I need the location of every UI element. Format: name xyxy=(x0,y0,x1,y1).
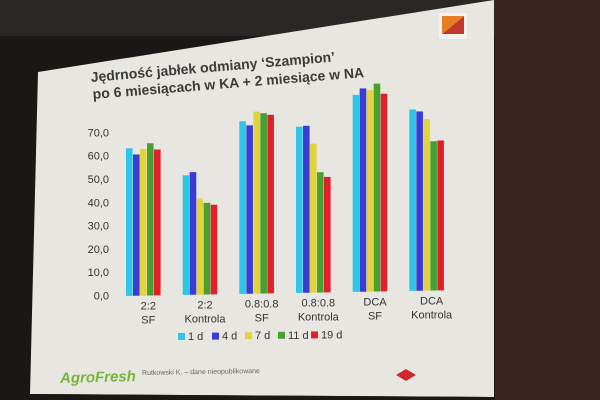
legend: 1 d 4 d 7 d 11 d 19 d xyxy=(178,329,342,343)
bar xyxy=(246,125,253,294)
x-tick-label: 0.8:0.8 xyxy=(245,299,279,311)
bar xyxy=(303,125,310,293)
bar xyxy=(196,198,204,295)
bar xyxy=(126,148,133,296)
y-axis: 0,0 10,0 20,0 30,0 40,0 50,0 60,0 70,0 xyxy=(88,127,109,302)
legend-label: 19 d xyxy=(321,329,342,341)
bar xyxy=(366,90,374,292)
y-tick-label: 30,0 xyxy=(88,221,109,233)
slide-shadow-edge xyxy=(30,394,494,400)
bar xyxy=(154,149,161,296)
legend-swatch xyxy=(245,332,252,340)
bar xyxy=(423,119,430,291)
bar xyxy=(140,148,147,296)
x-tick-label: SF xyxy=(141,315,155,327)
legend-label: 4 d xyxy=(222,331,237,343)
bar xyxy=(430,141,437,291)
bar xyxy=(380,93,388,292)
bar xyxy=(409,109,416,291)
bar xyxy=(310,143,317,293)
bar xyxy=(253,111,260,294)
bar xyxy=(373,83,381,292)
company-logo-icon xyxy=(438,12,468,40)
bar xyxy=(437,140,444,291)
bar xyxy=(147,143,154,296)
bar xyxy=(260,113,267,294)
x-tick-label: 2:2 xyxy=(197,300,212,312)
y-tick-label: 10,0 xyxy=(88,267,109,279)
bar xyxy=(317,172,324,293)
bar xyxy=(239,121,246,294)
y-tick-label: 60,0 xyxy=(88,151,109,163)
bar xyxy=(324,176,331,293)
y-tick-label: 0,0 xyxy=(94,291,109,303)
y-tick-label: 50,0 xyxy=(88,174,109,186)
legend-label: 11 d xyxy=(288,330,309,342)
bar xyxy=(267,114,274,294)
bar xyxy=(359,88,367,292)
x-tick-label: DCA xyxy=(363,297,387,309)
y-tick-label: 40,0 xyxy=(88,197,109,209)
x-tick-label: Kontrola xyxy=(185,314,227,326)
bar xyxy=(203,202,211,295)
legend-swatch xyxy=(278,331,285,339)
legend-label: 7 d xyxy=(255,330,270,342)
bars-group xyxy=(126,83,444,296)
x-tick-label: Kontrola xyxy=(411,310,453,322)
x-tick-label: Kontrola xyxy=(298,312,340,324)
x-axis-labels: 2:2 SF 2:2 Kontrola 0.8:0.8 SF 0.8:0.8 Kontrola… xyxy=(141,296,453,327)
x-tick-label: 0.8:0.8 xyxy=(302,298,336,310)
x-tick-label: 2:2 xyxy=(141,301,156,313)
y-tick-label: 20,0 xyxy=(88,244,109,256)
x-tick-label: SF xyxy=(255,313,269,325)
agrofresh-logo: AgroFresh xyxy=(59,368,137,387)
x-tick-label: DCA xyxy=(420,296,444,308)
legend-swatch xyxy=(212,332,219,340)
legend-swatch xyxy=(311,331,318,339)
legend-label: 1 d xyxy=(188,331,203,343)
bar xyxy=(210,204,218,295)
bar xyxy=(416,111,423,291)
y-tick-label: 70,0 xyxy=(88,127,109,139)
legend-swatch xyxy=(178,333,185,340)
bar xyxy=(182,175,190,295)
dow-logo-icon xyxy=(396,369,416,381)
bar xyxy=(133,154,140,296)
bar xyxy=(189,172,197,295)
x-tick-label: SF xyxy=(368,311,382,323)
bar xyxy=(296,126,303,293)
bar xyxy=(352,94,360,292)
